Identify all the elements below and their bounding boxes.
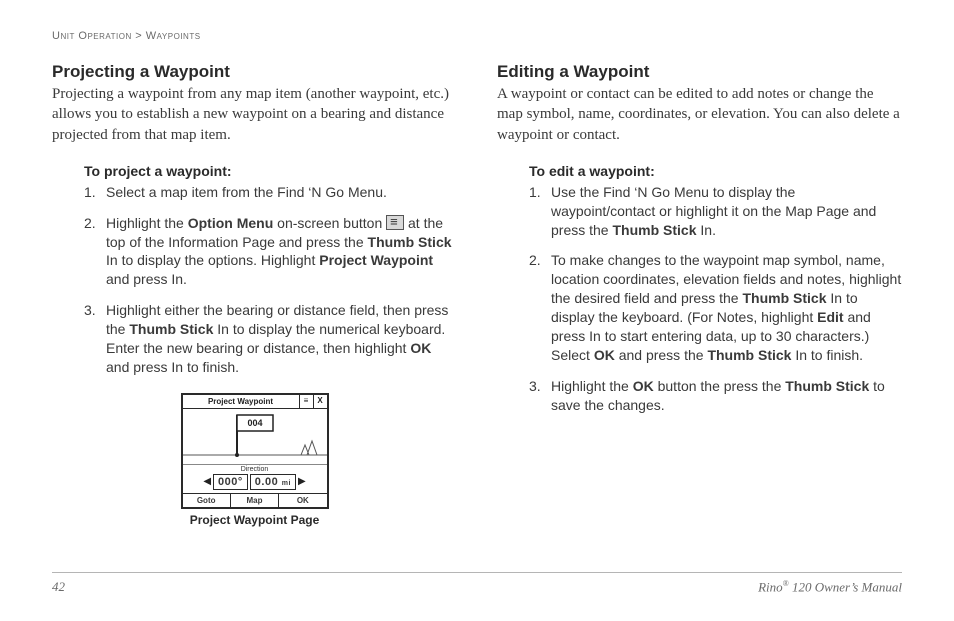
device-menu-icon: ≡	[299, 395, 313, 408]
step-text: and press the	[615, 347, 708, 363]
steps-edit: Use the Find ‘N Go Menu to display the w…	[529, 183, 902, 427]
step-edit-2: To make changes to the waypoint map symb…	[529, 251, 902, 364]
device-goto-button: Goto	[183, 494, 231, 507]
step-text: and press In to finish.	[106, 359, 239, 375]
device-ok-button: OK	[279, 494, 326, 507]
step-bold: Thumb Stick	[707, 347, 791, 363]
step-edit-1: Use the Find ‘N Go Menu to display the w…	[529, 183, 902, 240]
step-bold: Thumb Stick	[612, 222, 696, 238]
book-suffix: 120 Owner’s Manual	[789, 579, 902, 594]
device-direction-label: Direction	[183, 465, 327, 473]
distance-value: 0.00	[255, 476, 278, 488]
figure-project-waypoint: Project Waypoint ≡ X	[52, 393, 457, 527]
step-bold: OK	[633, 378, 654, 394]
step-text: In.	[697, 222, 716, 238]
bearing-field: 000°	[213, 474, 248, 490]
step-text: Select a map item from the Find ‘N Go Me…	[106, 184, 387, 200]
distance-field: 0.00 mi	[250, 474, 296, 490]
step-bold: OK	[410, 340, 431, 356]
step-text: Highlight the	[551, 378, 633, 394]
figure-caption: Project Waypoint Page	[52, 513, 457, 527]
device-button-row: Goto Map OK	[183, 493, 327, 507]
device-screen: Project Waypoint ≡ X	[181, 393, 329, 509]
breadcrumb: Unit Operation > Waypoints	[52, 30, 902, 42]
section-title-editing: Editing a Waypoint	[497, 62, 902, 82]
page-footer: 42 Rino® 120 Owner’s Manual	[52, 572, 902, 595]
step-project-2: Highlight the Option Menu on-screen butt…	[84, 214, 457, 290]
intro-projecting: Projecting a waypoint from any map item …	[52, 84, 457, 145]
intro-editing: A waypoint or contact can be edited to a…	[497, 84, 902, 145]
breadcrumb-section: Unit Operation	[52, 30, 132, 42]
device-title: Project Waypoint	[183, 395, 299, 408]
breadcrumb-sep: >	[132, 30, 146, 42]
step-text: and press In.	[106, 271, 187, 287]
arrow-right-icon: ▶	[298, 476, 306, 487]
step-project-3: Highlight either the bearing or distance…	[84, 301, 457, 377]
section-title-projecting: Projecting a Waypoint	[52, 62, 457, 82]
arrow-left-icon: ◀	[203, 476, 211, 487]
breadcrumb-subsection: Waypoints	[146, 30, 201, 42]
flag-label: 004	[247, 418, 262, 428]
step-text: In to display the options. Highlight	[106, 252, 319, 268]
option-menu-icon	[386, 215, 404, 230]
step-bold: Thumb Stick	[368, 234, 452, 250]
step-bold: Thumb Stick	[742, 290, 826, 306]
step-text: button the press the	[654, 378, 786, 394]
content-columns: Projecting a Waypoint Projecting a waypo…	[52, 62, 902, 564]
step-edit-3: Highlight the OK button the press the Th…	[529, 377, 902, 415]
step-bold: Edit	[817, 309, 843, 325]
device-close-icon: X	[313, 395, 327, 408]
step-bold: Option Menu	[188, 215, 274, 231]
steps-project: Select a map item from the Find ‘N Go Me…	[84, 183, 457, 389]
book-prefix: Rino	[758, 579, 783, 594]
step-bold: Thumb Stick	[129, 321, 213, 337]
step-bold: Project Waypoint	[319, 252, 433, 268]
step-text: In to finish.	[791, 347, 863, 363]
step-bold: Thumb Stick	[785, 378, 869, 394]
device-map-area: 004	[183, 409, 327, 465]
howto-edit: To edit a waypoint:	[529, 163, 902, 179]
device-titlebar: Project Waypoint ≡ X	[183, 395, 327, 409]
distance-unit: mi	[282, 480, 291, 487]
device-map-button: Map	[231, 494, 279, 507]
step-project-1: Select a map item from the Find ‘N Go Me…	[84, 183, 457, 202]
left-column: Projecting a Waypoint Projecting a waypo…	[52, 62, 457, 564]
right-column: Editing a Waypoint A waypoint or contact…	[497, 62, 902, 564]
device-direction-row: ◀ 000° 0.00 mi ▶	[183, 473, 327, 493]
howto-project: To project a waypoint:	[84, 163, 457, 179]
step-bold: OK	[594, 347, 615, 363]
step-text: Highlight the	[106, 215, 188, 231]
book-title: Rino® 120 Owner’s Manual	[758, 579, 902, 595]
page-number: 42	[52, 579, 65, 595]
manual-page: Unit Operation > Waypoints Projecting a …	[0, 0, 954, 621]
step-text: on-screen button	[273, 215, 386, 231]
